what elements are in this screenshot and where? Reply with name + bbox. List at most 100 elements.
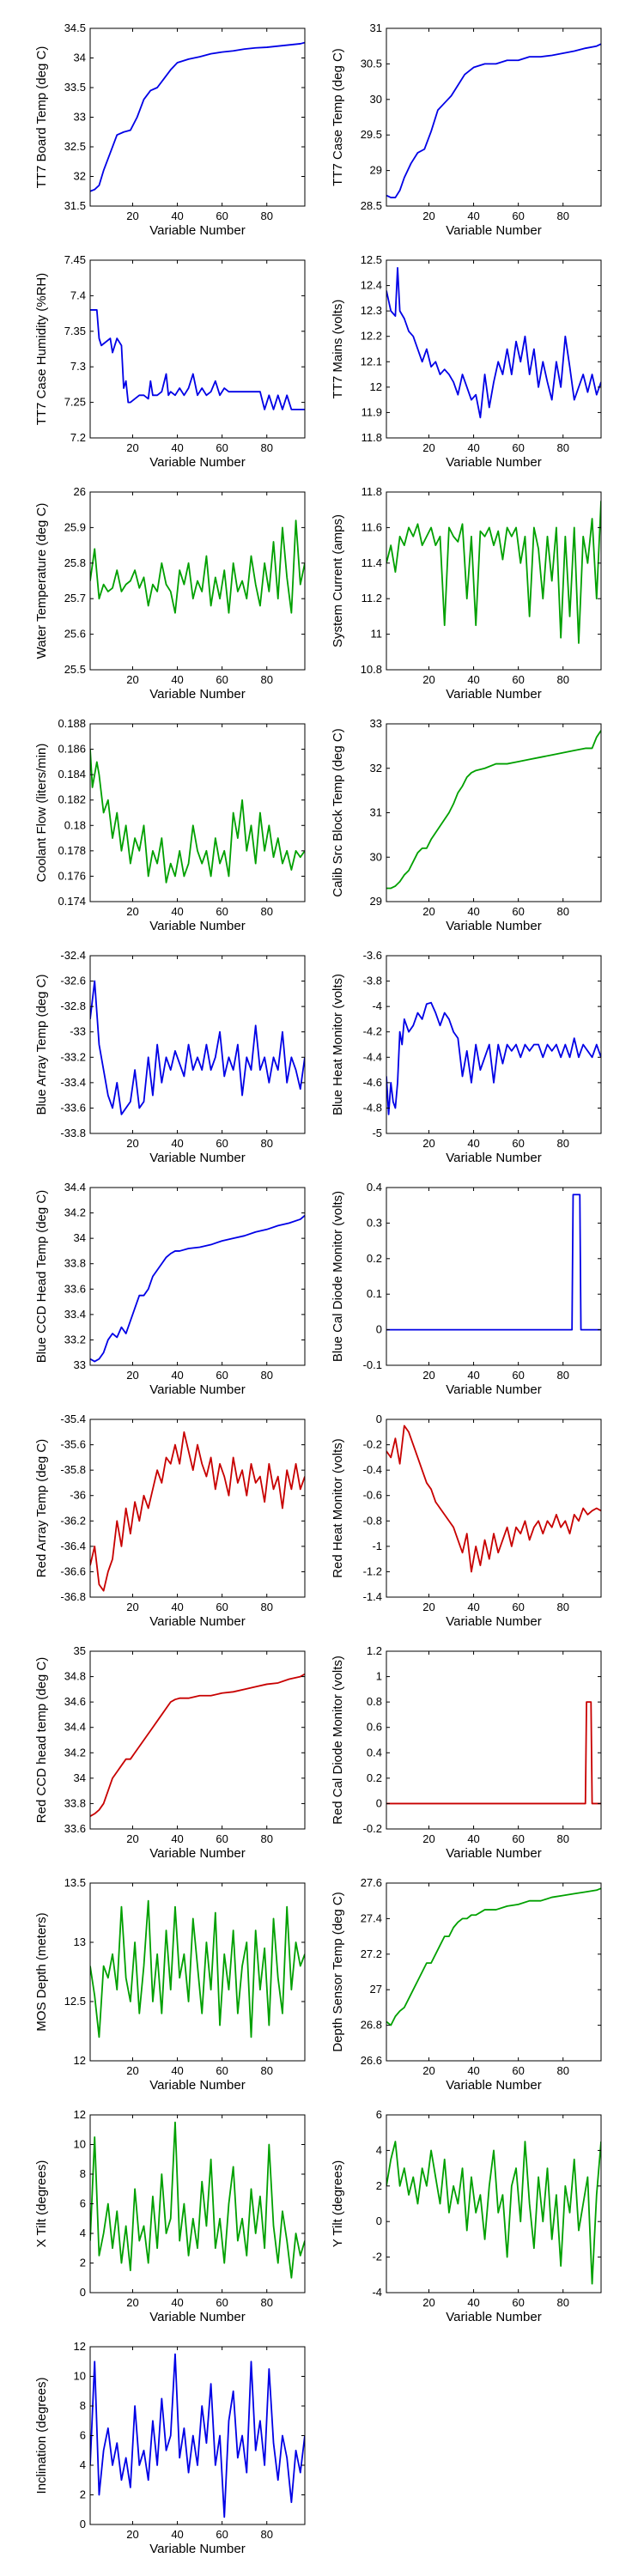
y-tick-label: 11.9 [361, 405, 382, 418]
x-tick-label: 80 [556, 210, 568, 222]
x-tick-label: 40 [171, 2064, 183, 2077]
y-tick-label: 7.3 [70, 360, 86, 373]
y-tick-label: -0.1 [363, 1358, 382, 1371]
y-axis-label: Coolant Flow (liters/min) [34, 744, 49, 883]
x-tick-label: 40 [171, 1601, 183, 1613]
y-tick-label: 0.186 [58, 743, 86, 756]
y-axis-label: TT7 Mains (volts) [331, 300, 345, 399]
y-tick-label: 34 [74, 1771, 86, 1784]
x-tick-label: 80 [260, 673, 272, 686]
y-tick-label: -0.8 [363, 1514, 382, 1527]
y-tick-label: 6 [80, 2429, 86, 2442]
y-tick-label: 28.5 [361, 199, 382, 212]
y-tick-label: 12 [370, 380, 382, 393]
y-tick-label: 4 [80, 2458, 86, 2471]
x-axis-label: Variable Number [446, 1846, 541, 1861]
x-tick-label: 80 [260, 210, 272, 222]
x-tick-label: 40 [171, 210, 183, 222]
chart-13: 20 40 60 80 -36.8 -36.6 -36.4 -36.2 -36 -35.8 -35.… [34, 1413, 306, 1629]
y-tick-label: 7.4 [70, 289, 86, 301]
y-tick-label: 4 [80, 2227, 86, 2239]
x-tick-label: 60 [216, 441, 228, 454]
y-axis-label: Red Heat Monitor (volts) [331, 1438, 345, 1578]
chart-7: 20 40 60 80 0.174 0.176 0.178 0.18 0.182 0.184 0.1… [34, 717, 306, 933]
series-line [90, 309, 305, 410]
x-tick-label: 60 [216, 2296, 228, 2309]
y-tick-label: 31 [370, 21, 382, 34]
series-line [90, 2353, 305, 2518]
y-tick-label: 27.4 [361, 1911, 382, 1924]
x-tick-label: 40 [171, 2528, 183, 2541]
plot-frame [89, 723, 306, 902]
y-tick-label: 29 [370, 164, 382, 177]
y-tick-label: 2 [376, 2179, 382, 2192]
y-tick-label: 11 [371, 628, 383, 641]
x-tick-label: 40 [467, 2064, 479, 2077]
y-tick-label: -33 [70, 1025, 86, 1038]
x-axis-label: Variable Number [149, 1846, 245, 1861]
y-tick-label: 10 [74, 2138, 86, 2151]
x-tick-label: 40 [171, 1369, 183, 1382]
y-tick-label: 33.6 [64, 1282, 86, 1295]
y-tick-label: -2 [372, 2251, 382, 2263]
y-tick-label: 12.2 [361, 330, 382, 343]
x-tick-label: 60 [216, 210, 228, 222]
y-tick-label: 0.2 [367, 1771, 382, 1784]
x-tick-label: 60 [216, 673, 228, 686]
x-tick-label: 20 [422, 673, 434, 686]
x-tick-label: 20 [422, 210, 434, 222]
x-axis-label: Variable Number [149, 1151, 245, 1165]
y-tick-label: -0.4 [363, 1463, 382, 1476]
y-tick-label: -33.8 [60, 1127, 86, 1139]
y-tick-label: 0 [376, 1796, 382, 1809]
y-tick-label: 0.188 [58, 717, 86, 730]
series-line [386, 2141, 601, 2285]
y-tick-label: 27 [370, 1983, 382, 1996]
y-tick-label: 25.6 [64, 628, 86, 641]
x-tick-label: 40 [467, 673, 479, 686]
y-tick-label: 32 [74, 170, 86, 183]
x-tick-label: 80 [260, 441, 272, 454]
y-tick-label: 12.5 [64, 1995, 86, 2008]
x-tick-label: 60 [512, 905, 524, 918]
y-tick-label: 7.25 [64, 396, 86, 409]
y-tick-label: -0.2 [363, 1822, 382, 1835]
series-line [90, 41, 305, 192]
x-axis-label: Variable Number [149, 1614, 245, 1629]
y-tick-label: -1 [372, 1540, 382, 1552]
chart-1: 20 40 60 80 31.5 32 32.5 33 33.5 34 34.5 Variable N… [34, 21, 306, 238]
y-tick-label: 25.5 [64, 663, 86, 676]
x-tick-label: 20 [422, 2296, 434, 2309]
plot-frame [89, 1419, 306, 1598]
y-tick-label: -0.6 [363, 1489, 382, 1502]
y-tick-label: 34 [74, 1231, 86, 1244]
x-tick-label: 20 [126, 2296, 138, 2309]
y-axis-label: Blue CCD Head Temp (deg C) [34, 1190, 49, 1363]
y-tick-label: 11.8 [361, 431, 382, 444]
x-axis-label: Variable Number [446, 919, 541, 933]
plot-frame [89, 491, 306, 671]
y-tick-label: 0.1 [367, 1287, 382, 1300]
series-line [386, 1425, 601, 1573]
y-tick-label: -35.4 [60, 1413, 86, 1425]
y-tick-label: 34.5 [64, 21, 86, 34]
x-axis-label: Variable Number [149, 455, 245, 470]
y-tick-label: 6 [80, 2197, 86, 2210]
x-tick-label: 80 [260, 2528, 272, 2541]
x-tick-label: 20 [422, 905, 434, 918]
y-tick-label: 34.2 [64, 1206, 86, 1219]
y-tick-label: -4.8 [363, 1101, 382, 1114]
y-tick-label: -4.2 [363, 1025, 382, 1038]
x-tick-label: 60 [216, 1369, 228, 1382]
x-tick-label: 60 [512, 210, 524, 222]
x-tick-label: 20 [126, 2528, 138, 2541]
y-tick-label: -35.8 [60, 1463, 86, 1476]
plot-frame [386, 1882, 602, 2062]
x-tick-label: 20 [126, 1601, 138, 1613]
x-tick-label: 80 [260, 1832, 272, 1845]
x-tick-label: 80 [556, 1601, 568, 1613]
y-tick-label: 30.5 [361, 57, 382, 70]
y-tick-label: -1.2 [363, 1564, 382, 1577]
plot-frame [89, 1882, 306, 2062]
